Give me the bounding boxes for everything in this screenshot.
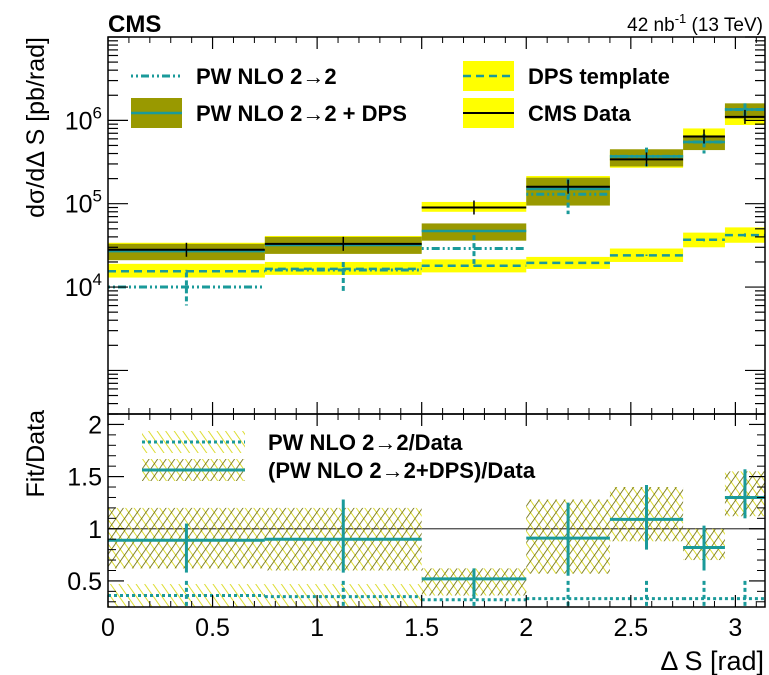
main-y-tick-label: 104 xyxy=(65,270,102,302)
energy-value: (13 TeV) xyxy=(686,15,763,36)
main-y-tick-label-exponent: 6 xyxy=(93,103,102,122)
ratio-y-axis-label: Fit/Data xyxy=(22,410,50,498)
ratio-legend-combined-label: (PW NLO 2→2+DPS)/Data xyxy=(268,458,536,483)
ratio-frame xyxy=(107,413,766,608)
x-tick-label: 0 xyxy=(101,614,115,642)
lumi-value: 42 nb xyxy=(627,15,675,36)
ratio-legend-pw-swatch xyxy=(142,431,245,453)
main-y-tick-label-base: 10 xyxy=(65,107,93,135)
main-y-tick-label: 105 xyxy=(65,187,102,219)
x-tick-label: 3 xyxy=(728,614,742,642)
main-y-axis-label: dσ/dΔ S [pb/rad] xyxy=(22,37,50,218)
x-tick-label: 2.5 xyxy=(613,614,648,642)
ratio-y-tick-label: 1 xyxy=(88,516,102,544)
main-y-tick-label-base: 10 xyxy=(65,274,93,302)
x-tick-label: 1.5 xyxy=(404,614,439,642)
legend-combined-label: PW NLO 2→2 + DPS xyxy=(196,101,407,126)
lumi-label: 42 nb-1 (13 TeV) xyxy=(627,11,763,36)
ratio-legend-pw-label: PW NLO 2→2/Data xyxy=(268,430,463,455)
x-tick-label: 1 xyxy=(310,614,324,642)
main-y-tick-label-base: 10 xyxy=(65,191,93,219)
legend-dps-label: DPS template xyxy=(528,64,670,89)
ratio-legend: PW NLO 2→2/Data (PW NLO 2→2+DPS)/Data xyxy=(142,430,536,483)
x-axis-label: Δ S [rad] xyxy=(660,646,764,675)
ratio-y-tick-label: 2 xyxy=(88,411,102,439)
main-legend: PW NLO 2→2 PW NLO 2→2 + DPS DPS template CM… xyxy=(131,61,670,128)
legend-pw-label: PW NLO 2→2 xyxy=(196,64,337,89)
main-y-tick-label-exponent: 4 xyxy=(93,270,102,289)
ratio-panel: 0 0.5 1 1.5 2 2.5 3 0.5 1 1.5 2 PW NLO 2→2/Data (PW… xyxy=(67,411,766,642)
main-y-tick-label: 106 xyxy=(65,103,102,135)
experiment-label: CMS xyxy=(108,11,161,38)
x-tick-label: 2 xyxy=(519,614,533,642)
lumi-exponent: -1 xyxy=(675,11,687,26)
ratio-y-tick-label: 1.5 xyxy=(67,464,102,492)
x-tick-label: 0.5 xyxy=(195,614,230,642)
main-y-tick-label-exponent: 5 xyxy=(93,187,102,206)
ratio-y-tick-label: 0.5 xyxy=(67,568,102,596)
legend-data-label: CMS Data xyxy=(528,101,631,126)
